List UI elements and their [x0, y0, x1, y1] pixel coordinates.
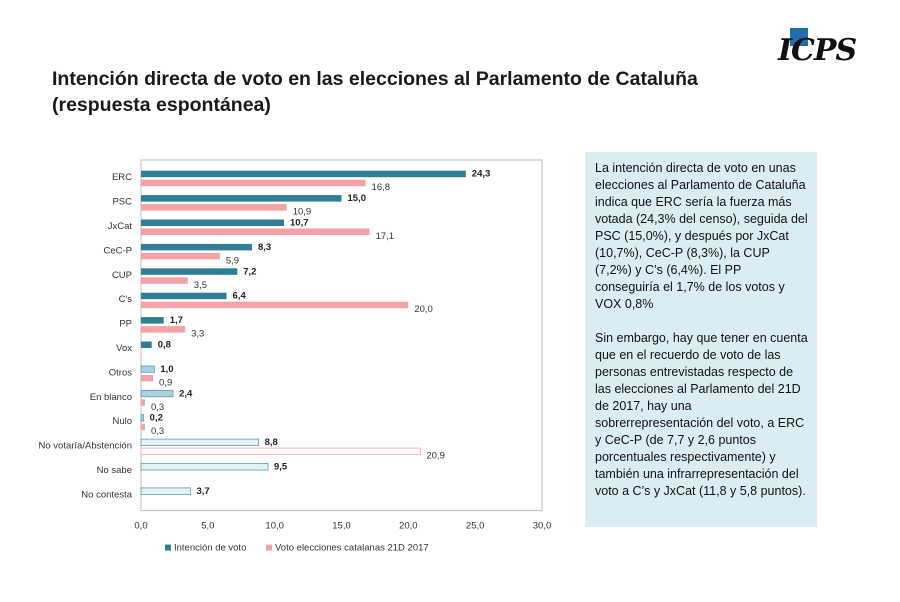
data-label-intencion: 3,7 [196, 486, 209, 497]
x-tick-label: 15,0 [332, 521, 351, 532]
category-label: CeC-P [103, 245, 132, 256]
title-line-1: Intención directa de voto en las eleccio… [52, 68, 698, 90]
data-label-intencion: 0,8 [158, 340, 171, 351]
bar-voto2017-10 [141, 423, 146, 431]
data-label-voto2017: 5,9 [226, 255, 239, 266]
bar-voto2017-11 [140, 447, 421, 456]
data-label-intencion: 15,0 [348, 193, 367, 204]
data-label-intencion: 9,5 [274, 462, 288, 473]
data-label-intencion: 8,8 [265, 437, 278, 448]
bar-intencion-2 [141, 219, 285, 226]
bar-intencion-13 [140, 487, 191, 495]
bar-intencion-9 [140, 389, 174, 398]
data-label-intencion: 2,4 [179, 388, 193, 399]
data-label-voto2017: 16,8 [372, 182, 391, 193]
x-tick-label: 0,0 [134, 521, 147, 532]
data-label-voto2017: 17,1 [376, 231, 395, 242]
bar-intencion-7 [141, 341, 152, 348]
bar-intencion-1 [141, 195, 342, 202]
title-line-2: (respuesta espontánea) [52, 94, 271, 116]
page-title: Intención directa de voto en las eleccio… [52, 66, 698, 118]
legend-label-voto2017: Voto elecciones catalanas 21D 2017 [275, 543, 429, 554]
bar-voto2017-6 [141, 326, 186, 333]
bar-intencion-8 [140, 365, 155, 373]
category-label: No sabe [97, 465, 132, 476]
category-label: Nulo [112, 416, 132, 427]
x-tick-label: 30,0 [533, 521, 552, 532]
bar-voto2017-5 [141, 301, 409, 309]
data-label-voto2017: 0,9 [159, 377, 172, 388]
bar-voto2017-2 [141, 228, 370, 235]
data-label-intencion: 1,7 [170, 315, 183, 326]
legend-swatch-voto2017 [266, 544, 272, 551]
legend-label-intencion: Intención de voto [174, 543, 246, 554]
x-tick-label: 5,0 [201, 521, 214, 532]
category-label: PP [119, 319, 132, 330]
bar-voto2017-4 [141, 277, 188, 284]
bar-intencion-3 [141, 243, 252, 251]
x-tick-label: 25,0 [466, 521, 485, 532]
icps-logo: ICPS [778, 28, 857, 70]
category-label: CUP [112, 270, 132, 281]
logo-text: ICPS [778, 33, 857, 68]
data-label-intencion: 24,3 [472, 169, 491, 180]
category-label: ERC [112, 172, 132, 183]
bar-voto2017-1 [141, 204, 287, 211]
category-label: Vox [116, 343, 132, 354]
bar-intencion-10 [140, 414, 145, 422]
data-label-intencion: 1,0 [160, 364, 173, 375]
bar-voto2017-9 [141, 399, 146, 406]
bar-intencion-11 [140, 438, 260, 447]
data-label-intencion: 0,2 [150, 413, 163, 424]
blue-square-logo-icon [790, 28, 808, 46]
data-label-intencion: 6,4 [233, 291, 247, 302]
x-tick-label: 10,0 [265, 521, 284, 532]
explanation-paragraph-2: Sin embargo, hay que tener en cuenta que… [595, 331, 808, 498]
category-label: No votaría/Abstención [39, 441, 132, 452]
category-label: Otros [109, 367, 132, 378]
data-label-voto2017: 3,3 [191, 329, 204, 340]
category-label: JxCat [108, 221, 133, 232]
data-label-voto2017: 3,5 [194, 280, 207, 291]
bar-voto2017-8 [141, 374, 154, 382]
bar-voto2017-3 [141, 252, 220, 260]
data-label-voto2017: 0,3 [151, 426, 164, 437]
explanation-panel: La intención directa de voto en unas ele… [585, 152, 817, 527]
bar-chart: ERC 24,3 16,8 PSC 15,0 10,9 JxCat 10,7 17,1 CeC-P… [39, 159, 552, 554]
bar-intencion-6 [141, 317, 164, 324]
category-label: En blanco [90, 392, 132, 403]
data-label-voto2017: 0,3 [151, 402, 164, 413]
plot-frame [140, 159, 543, 512]
data-label-voto2017: 10,9 [293, 207, 312, 218]
category-label: PSC [112, 197, 132, 208]
bar-intencion-12 [140, 463, 269, 471]
bar-intencion-5 [141, 292, 227, 300]
data-label-voto2017: 20,9 [426, 451, 445, 462]
data-label-voto2017: 20,0 [414, 304, 433, 315]
bar-voto2017-0 [141, 179, 366, 187]
explanation-paragraph-1: La intención directa de voto en unas ele… [595, 161, 808, 311]
data-label-intencion: 10,7 [290, 218, 309, 229]
legend-swatch-intencion [165, 544, 171, 551]
category-label: C's [119, 294, 133, 305]
x-tick-label: 20,0 [399, 521, 418, 532]
bar-intencion-4 [141, 268, 238, 275]
category-label: No contesta [81, 489, 132, 500]
data-label-intencion: 8,3 [258, 242, 271, 253]
bar-intencion-0 [141, 170, 466, 178]
data-label-intencion: 7,2 [243, 266, 256, 277]
